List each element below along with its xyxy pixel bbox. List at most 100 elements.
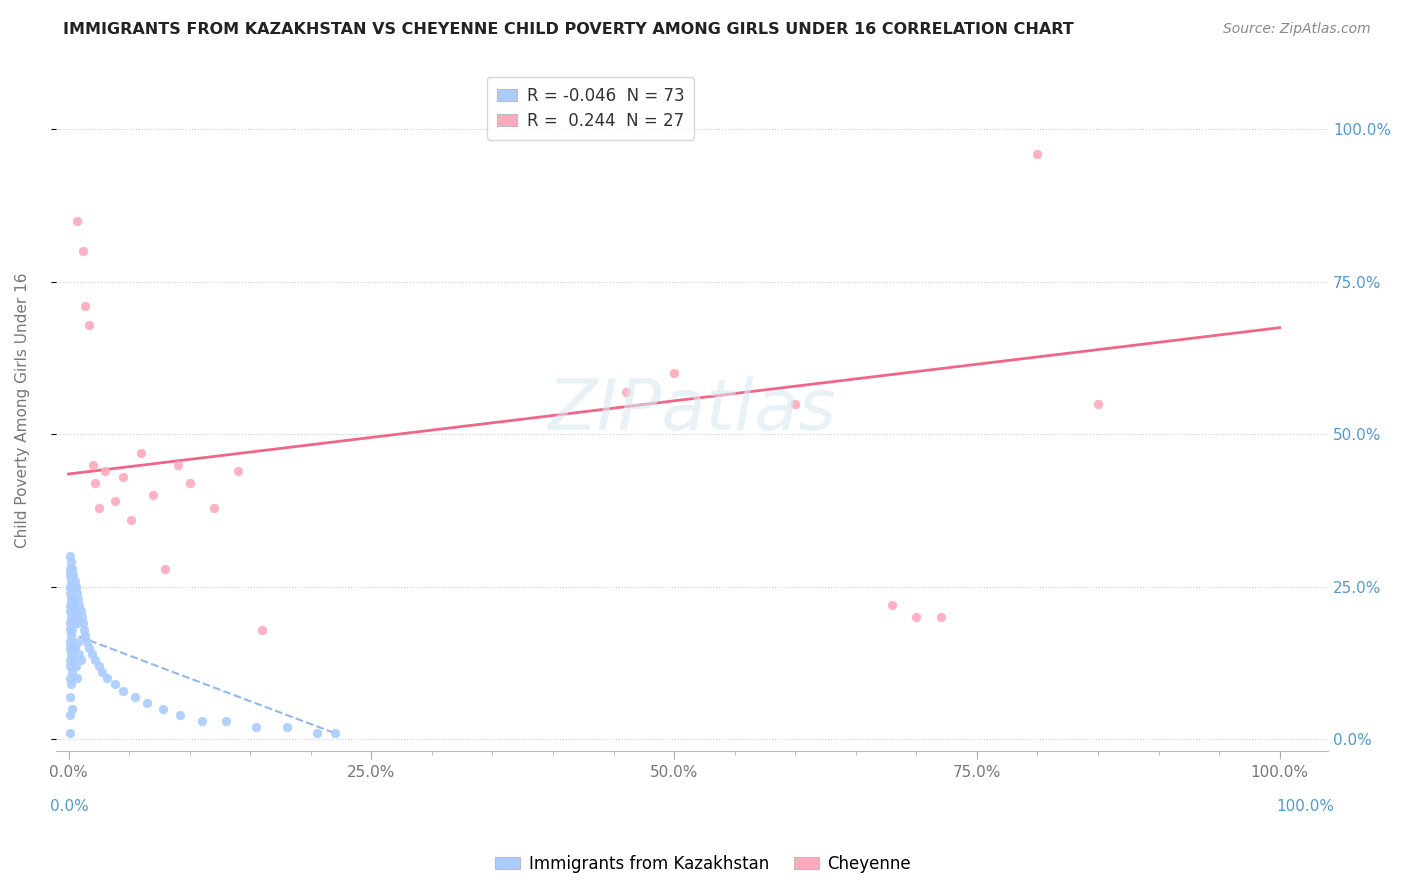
Text: ZIPatlas: ZIPatlas [548, 376, 837, 444]
Point [179, 476, 201, 491]
Point [87, 500, 110, 515]
Point [67, 598, 90, 612]
Point [59, 659, 82, 673]
Point [69, 604, 91, 618]
Point [929, 610, 952, 624]
Point [94, 464, 117, 478]
Point [87, 659, 110, 673]
Point [59, 690, 82, 704]
Point [66, 214, 89, 228]
Point [77, 640, 100, 655]
Point [59, 556, 82, 570]
Point [59, 598, 82, 612]
Point [59, 623, 82, 637]
Point [59, 610, 82, 624]
Text: Source: ZipAtlas.com: Source: ZipAtlas.com [1223, 22, 1371, 37]
Point [202, 500, 225, 515]
Point [96, 671, 118, 685]
Point [60, 561, 83, 575]
Point [662, 367, 685, 381]
Point [72, 616, 94, 631]
Point [80, 647, 103, 661]
Point [882, 598, 904, 612]
Point [59, 574, 82, 588]
Point [276, 720, 298, 734]
Text: IMMIGRANTS FROM KAZAKHSTAN VS CHEYENNE CHILD POVERTY AMONG GIRLS UNDER 16 CORREL: IMMIGRANTS FROM KAZAKHSTAN VS CHEYENNE C… [63, 22, 1074, 37]
Point [1087, 397, 1109, 411]
Point [65, 659, 87, 673]
Point [60, 598, 83, 612]
Point [75, 629, 97, 643]
Point [82, 458, 104, 472]
Point [59, 640, 82, 655]
Point [59, 592, 82, 607]
Point [59, 561, 82, 575]
Point [66, 586, 89, 600]
Point [166, 458, 188, 472]
Point [76, 634, 98, 648]
Point [63, 604, 86, 618]
Point [121, 513, 143, 527]
Point [59, 647, 82, 661]
Point [63, 640, 86, 655]
Point [62, 592, 84, 607]
Point [66, 616, 89, 631]
Point [245, 720, 267, 734]
Point [136, 696, 159, 710]
Point [103, 677, 125, 691]
Point [59, 726, 82, 740]
Point [59, 629, 82, 643]
Point [785, 397, 807, 411]
Point [72, 244, 94, 259]
Point [215, 714, 238, 728]
Point [70, 610, 93, 624]
Point [60, 580, 83, 594]
Point [190, 714, 212, 728]
Point [63, 574, 86, 588]
Legend: R = -0.046  N = 73, R =  0.244  N = 27: R = -0.046 N = 73, R = 0.244 N = 27 [486, 77, 695, 139]
Point [1026, 147, 1049, 161]
Point [59, 580, 82, 594]
Point [111, 683, 134, 698]
Point [252, 623, 274, 637]
Y-axis label: Child Poverty Among Girls Under 16: Child Poverty Among Girls Under 16 [15, 272, 30, 548]
Point [152, 702, 174, 716]
Point [67, 647, 90, 661]
Point [155, 561, 177, 575]
Point [305, 726, 328, 740]
Point [59, 586, 82, 600]
Point [69, 653, 91, 667]
Text: 0.0%: 0.0% [51, 799, 89, 814]
Point [65, 580, 87, 594]
Point [124, 690, 146, 704]
Point [62, 567, 84, 582]
Point [62, 653, 84, 667]
Point [111, 470, 134, 484]
Point [75, 299, 97, 313]
Point [59, 634, 82, 648]
Point [77, 318, 100, 332]
Text: 100.0%: 100.0% [1277, 799, 1334, 814]
Point [60, 665, 83, 680]
Point [905, 610, 928, 624]
Point [59, 567, 82, 582]
Point [91, 665, 114, 680]
Point [129, 445, 152, 459]
Point [84, 476, 107, 491]
Point [59, 677, 82, 691]
Point [59, 616, 82, 631]
Point [169, 707, 191, 722]
Point [66, 671, 89, 685]
Point [73, 623, 96, 637]
Point [226, 464, 249, 478]
Point [60, 623, 83, 637]
Point [323, 726, 346, 740]
Point [67, 634, 90, 648]
Point [62, 616, 84, 631]
Point [60, 640, 83, 655]
Point [103, 494, 125, 508]
Point [59, 671, 82, 685]
Point [614, 384, 637, 399]
Point [59, 549, 82, 564]
Point [65, 610, 87, 624]
